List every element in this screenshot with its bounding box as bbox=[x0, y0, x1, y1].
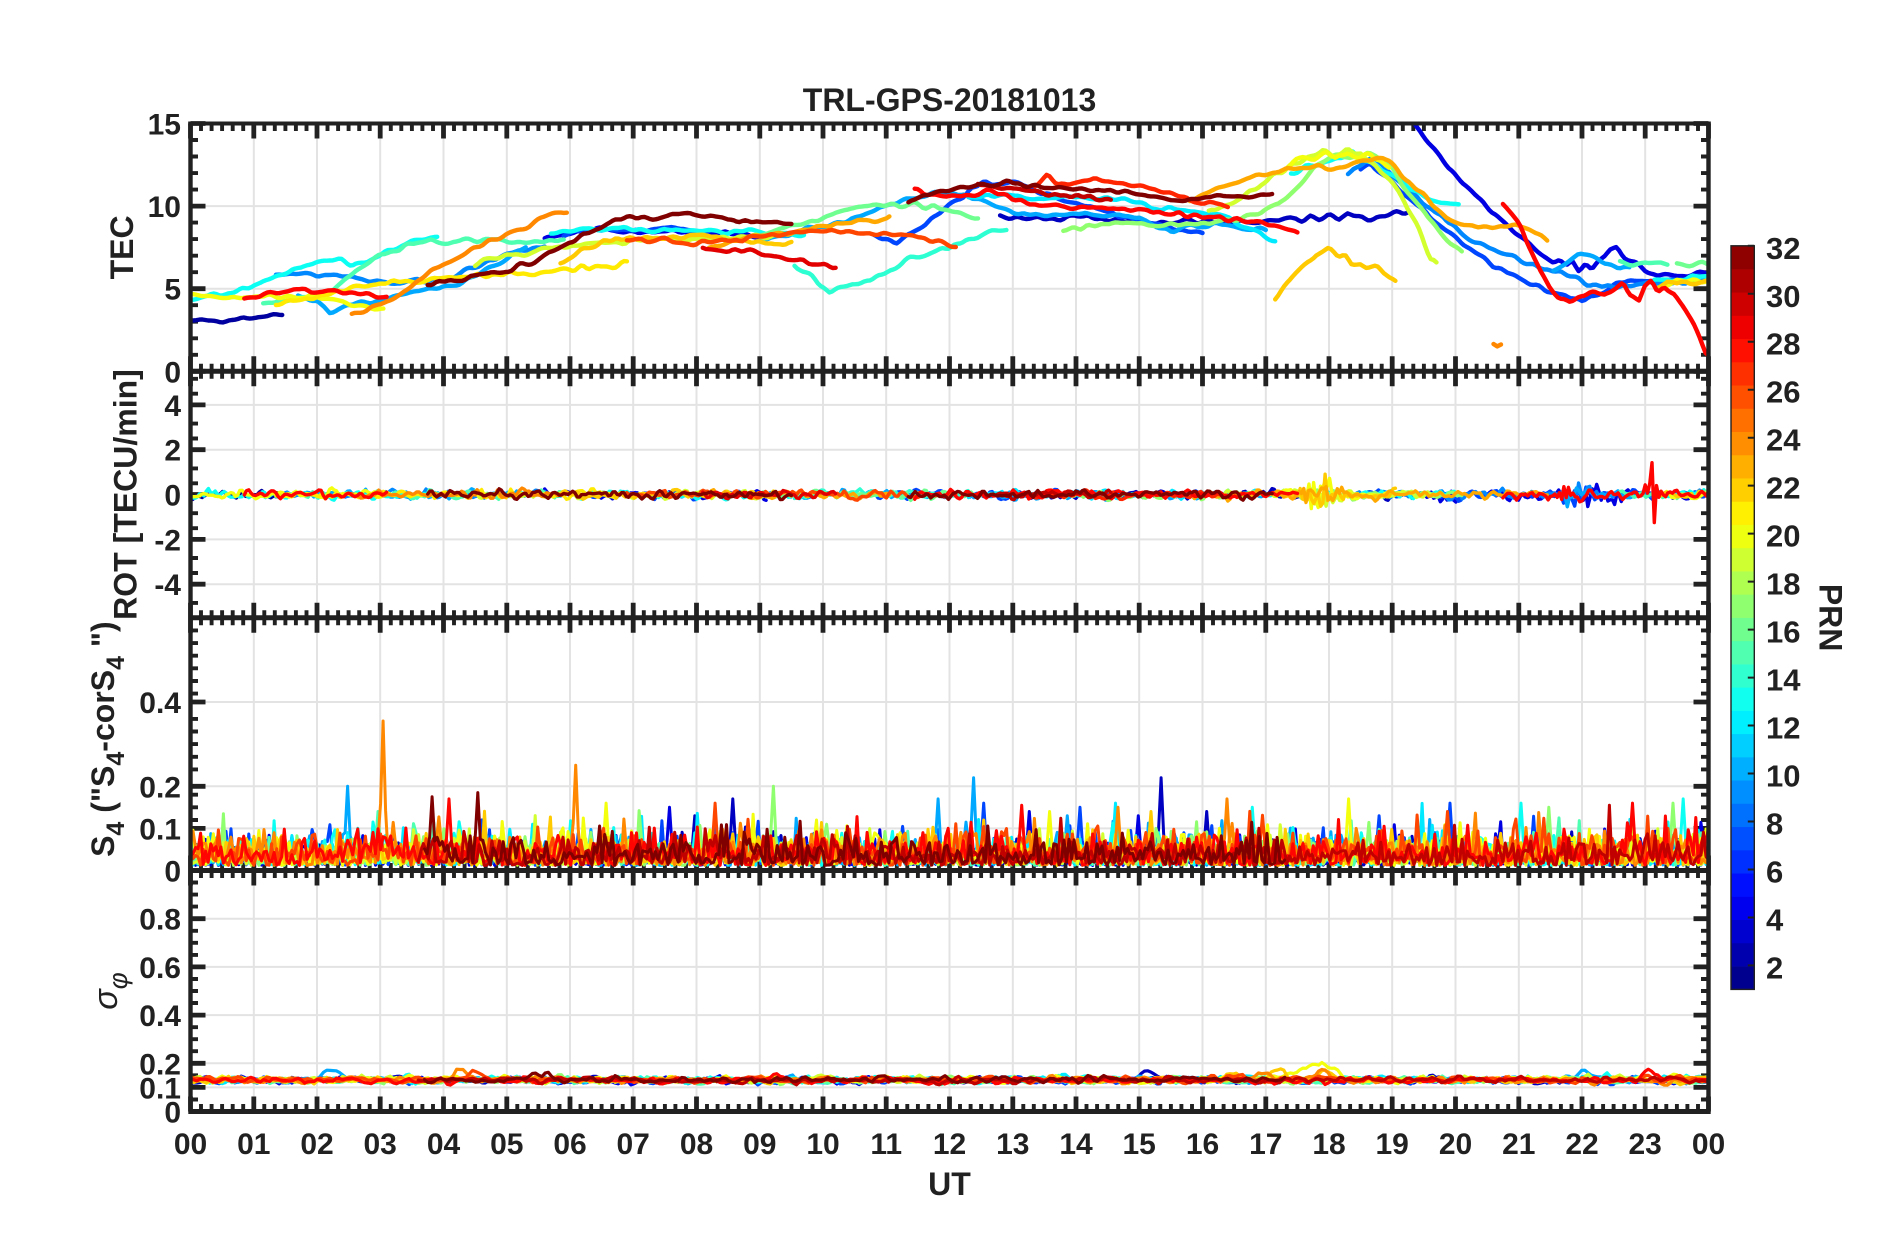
svg-text:0.4: 0.4 bbox=[139, 687, 181, 720]
svg-text:20: 20 bbox=[1766, 519, 1800, 554]
svg-text:16: 16 bbox=[1766, 615, 1800, 650]
svg-text:10: 10 bbox=[806, 1128, 839, 1161]
svg-text:12: 12 bbox=[933, 1128, 966, 1161]
svg-text:ROT [TECU/min]: ROT [TECU/min] bbox=[108, 369, 144, 620]
svg-text:0.1: 0.1 bbox=[139, 813, 181, 846]
svg-text:22: 22 bbox=[1766, 471, 1800, 506]
svg-text:22: 22 bbox=[1565, 1128, 1598, 1161]
svg-text:00: 00 bbox=[174, 1128, 207, 1161]
svg-text:16: 16 bbox=[1186, 1128, 1219, 1161]
svg-text:0.2: 0.2 bbox=[139, 1048, 181, 1081]
svg-text:-2: -2 bbox=[154, 524, 181, 557]
svg-text:TEC: TEC bbox=[104, 215, 140, 279]
svg-text:30: 30 bbox=[1766, 279, 1800, 314]
svg-text:04: 04 bbox=[427, 1128, 461, 1161]
svg-text:0.6: 0.6 bbox=[139, 952, 181, 985]
svg-text:0.2: 0.2 bbox=[139, 771, 181, 804]
svg-text:28: 28 bbox=[1766, 327, 1800, 362]
svg-text:PRN: PRN bbox=[1813, 584, 1849, 652]
svg-text:09: 09 bbox=[743, 1128, 776, 1161]
svg-text:2: 2 bbox=[1766, 950, 1783, 985]
svg-text:15: 15 bbox=[148, 109, 181, 142]
svg-text:26: 26 bbox=[1766, 375, 1800, 410]
svg-text:12: 12 bbox=[1766, 711, 1800, 746]
svg-text:10: 10 bbox=[148, 191, 181, 224]
svg-text:14: 14 bbox=[1766, 663, 1801, 698]
svg-text:07: 07 bbox=[617, 1128, 650, 1161]
svg-text:5: 5 bbox=[164, 274, 181, 307]
svg-text:15: 15 bbox=[1123, 1128, 1156, 1161]
svg-text:05: 05 bbox=[490, 1128, 523, 1161]
svg-text:0: 0 bbox=[164, 356, 181, 389]
svg-text:8: 8 bbox=[1766, 807, 1783, 842]
svg-text:18: 18 bbox=[1312, 1128, 1345, 1161]
svg-text:32: 32 bbox=[1766, 231, 1800, 266]
svg-text:23: 23 bbox=[1629, 1128, 1662, 1161]
svg-text:24: 24 bbox=[1766, 423, 1801, 458]
svg-text:08: 08 bbox=[680, 1128, 713, 1161]
svg-text:σφ: σφ bbox=[87, 972, 133, 1010]
svg-text:19: 19 bbox=[1376, 1128, 1409, 1161]
svg-text:4: 4 bbox=[1766, 902, 1784, 937]
svg-text:4: 4 bbox=[164, 390, 181, 423]
svg-text:13: 13 bbox=[996, 1128, 1029, 1161]
svg-text:02: 02 bbox=[300, 1128, 333, 1161]
svg-text:10: 10 bbox=[1766, 759, 1800, 794]
svg-text:0.1: 0.1 bbox=[139, 1072, 181, 1105]
svg-text:20: 20 bbox=[1439, 1128, 1472, 1161]
svg-text:0: 0 bbox=[164, 480, 181, 513]
svg-text:06: 06 bbox=[553, 1128, 586, 1161]
svg-text:18: 18 bbox=[1766, 567, 1800, 602]
svg-text:0: 0 bbox=[164, 856, 181, 889]
svg-text:0.8: 0.8 bbox=[139, 904, 181, 937]
svg-text:6: 6 bbox=[1766, 855, 1783, 890]
svg-text:11: 11 bbox=[870, 1128, 902, 1161]
svg-text:-4: -4 bbox=[154, 569, 181, 602]
svg-text:17: 17 bbox=[1249, 1128, 1282, 1161]
svg-text:21: 21 bbox=[1502, 1128, 1535, 1161]
svg-text:2: 2 bbox=[164, 435, 181, 468]
svg-text:TRL-GPS-20181013: TRL-GPS-20181013 bbox=[803, 82, 1096, 118]
svg-text:0: 0 bbox=[164, 1097, 181, 1130]
svg-text:UT: UT bbox=[928, 1166, 971, 1202]
svg-text:0.4: 0.4 bbox=[139, 1000, 181, 1033]
svg-text:00: 00 bbox=[1692, 1128, 1725, 1161]
svg-text:03: 03 bbox=[364, 1128, 397, 1161]
svg-text:14: 14 bbox=[1059, 1128, 1093, 1161]
svg-text:01: 01 bbox=[237, 1128, 270, 1161]
